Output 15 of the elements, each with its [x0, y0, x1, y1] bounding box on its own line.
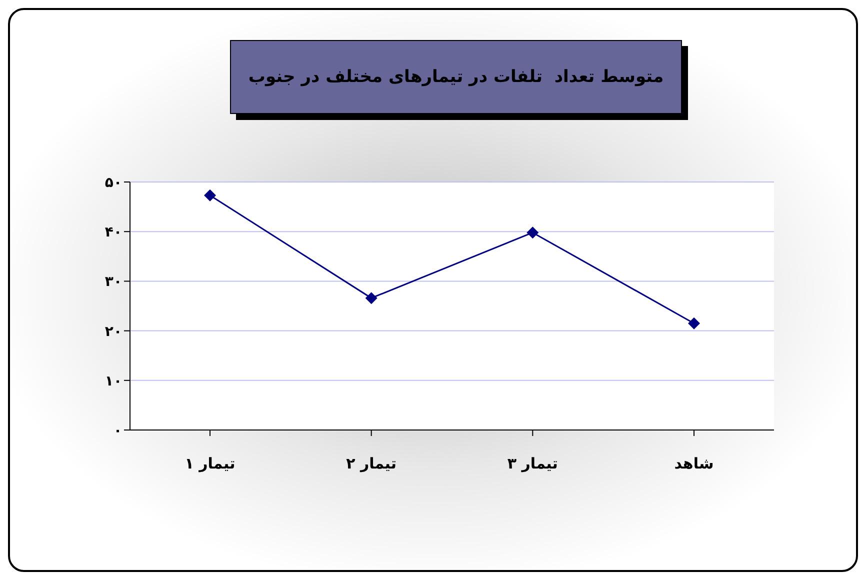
y-tick-label: ۰: [113, 422, 122, 439]
y-tick-label: ۵۰: [104, 174, 122, 191]
x-tick-label: شاهد: [674, 454, 714, 473]
chart-title: متوسط تعداد تلفات در تیمارهای مختلف در جنوب: [230, 40, 682, 114]
y-tick-label: ۳۰: [104, 274, 122, 290]
x-tick-label: تیمار ۲: [346, 454, 397, 473]
point: [688, 317, 700, 330]
point: [526, 226, 539, 239]
x-tick-label: تیمار ۱: [184, 454, 236, 473]
point: [365, 292, 378, 304]
y-tick-label: ۲۰: [104, 324, 122, 340]
y-tick-label: ۱۰: [104, 373, 122, 390]
point: [204, 189, 216, 202]
x-tick-label: تیمار ۳: [507, 454, 558, 473]
y-tick-label: ۴۰: [104, 224, 122, 241]
